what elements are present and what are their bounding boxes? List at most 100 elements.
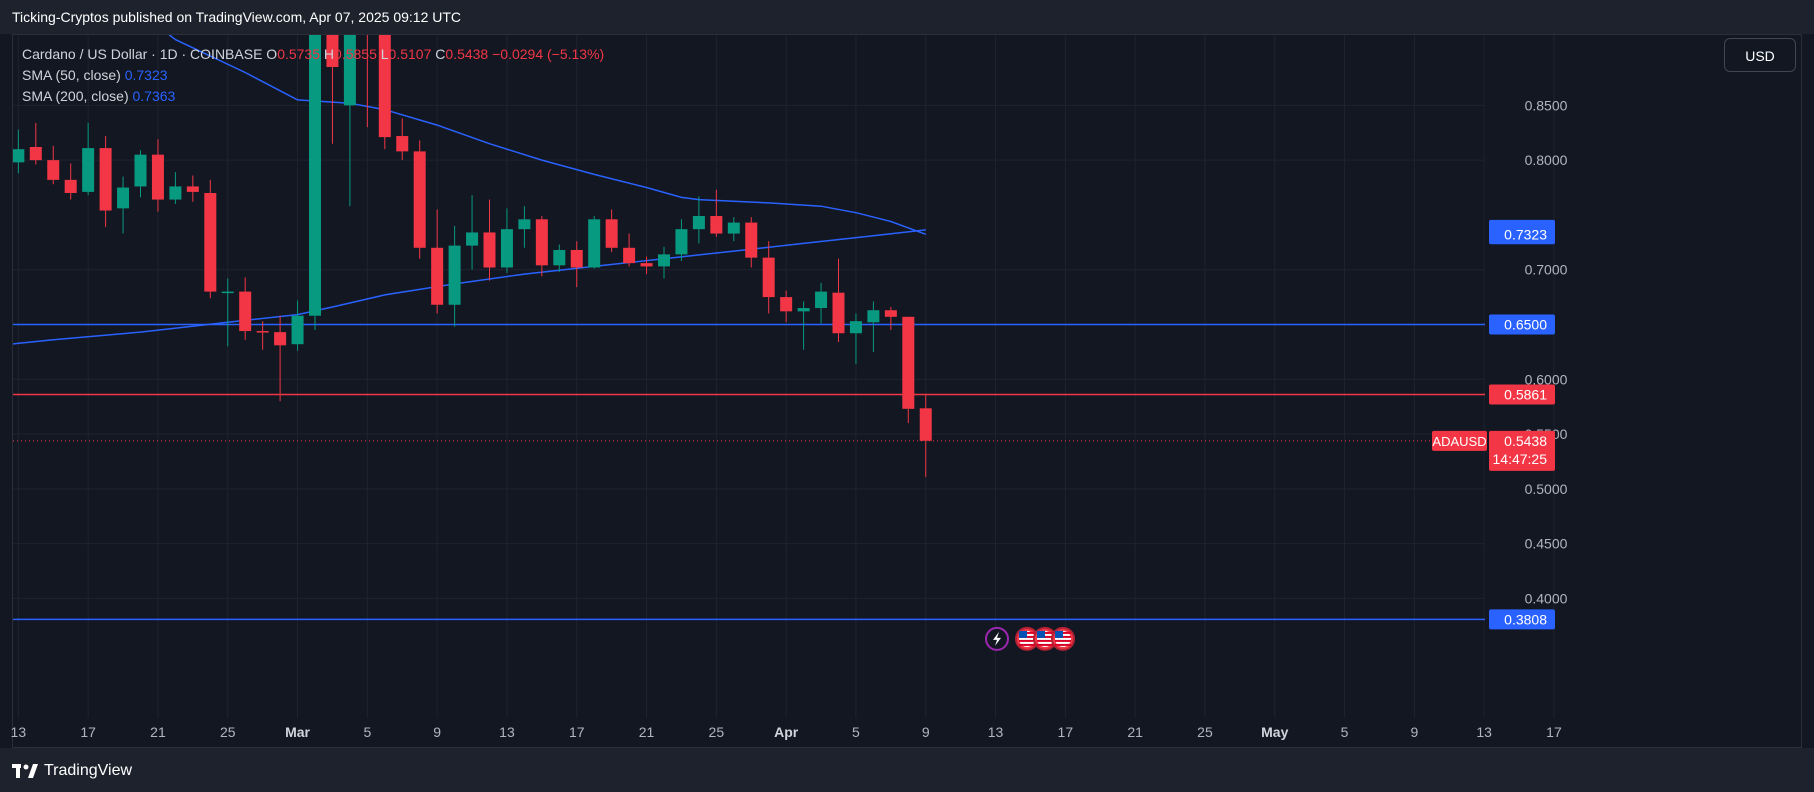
candle-down [274,315,287,402]
time-tick-label: Apr [774,724,799,740]
flag-canton [1055,630,1063,638]
last-price-label: 0.5438 [1504,433,1547,449]
candle-down [762,241,775,314]
time-tick-label: 5 [1341,724,1349,740]
candle-down [902,316,915,424]
sma-price-tag: 0.7323 [1489,224,1555,245]
candle-body [762,257,775,298]
candle-up [675,219,688,261]
support-line-0.3808-tag: 0.3808 [1489,609,1555,630]
time-tick-label: 17 [569,724,585,740]
candle-body [29,146,42,161]
symbol-title[interactable]: Cardano / US Dollar · 1D · COINBASE [22,46,263,62]
candle-down [99,136,112,227]
candle-body [867,310,880,323]
candle-down [919,395,932,478]
time-tick-label: 17 [1058,724,1074,740]
legend-symbol-row[interactable]: Cardano / US Dollar · 1D · COINBASE O0.5… [22,44,604,65]
price-tick-label: 0.8500 [1525,97,1568,113]
candle-body [186,186,199,192]
candle-body [483,232,496,268]
candle-body [239,291,252,332]
candle-body [151,154,164,200]
price-tick-label: 0.7000 [1525,262,1568,278]
resistance-line-0.5861-tag-bg [1489,384,1555,405]
candle-body [309,35,321,316]
candle-body [204,193,217,292]
candle-body [500,229,513,268]
time-tick-label: May [1261,724,1288,740]
ohlc-low-label: L [380,46,389,62]
candle-body [378,35,391,138]
sma50-value: 0.7323 [124,67,168,83]
ohlc-high-value: 0.5855 [334,46,377,62]
candle-body [902,316,915,409]
candle-up [849,313,862,364]
time-tick-label: 9 [433,724,441,740]
flag-stripe [1037,643,1053,646]
time-tick-label: 5 [852,724,860,740]
candle-body [675,229,688,255]
candle-up [692,196,705,244]
candle-down [745,217,758,268]
candle-down [396,118,409,161]
flag-stripe [1019,639,1035,642]
candle-body [431,247,444,305]
candle-down [29,122,42,165]
time-tick-label: 25 [220,724,236,740]
candle-body [99,148,112,211]
time-tick-label: 21 [150,724,166,740]
candle-down [204,179,217,299]
time-tick-label: 21 [639,724,655,740]
tradingview-brand[interactable]: TradingView [12,762,132,780]
candle-down [431,209,444,314]
sma50-label[interactable]: SMA (50, close) [22,67,121,83]
legend-sma50-row[interactable]: SMA (50, close) 0.7323 [22,65,604,86]
candle-up [291,300,304,351]
candle-body [361,1,373,6]
ohlc-close-label: C [435,46,446,62]
price-tick-label: 0.4000 [1525,590,1568,606]
candle-body [623,247,636,264]
footer-bar: TradingView [0,748,1814,792]
candle-body [0,161,7,185]
us-flag-event-icon[interactable] [1051,626,1075,651]
candle-body [727,222,740,234]
candle-up [221,278,234,347]
candle-body [343,35,356,106]
candle-body [553,249,566,266]
us-flag-event-icon[interactable] [1033,626,1057,651]
tradingview-logo-icon [12,764,38,778]
symbol-tag-label: ADAUSD [1432,434,1486,449]
time-tick-label: 9 [1410,724,1418,740]
candle-body [64,179,77,194]
symbol-tag: ADAUSD [1432,430,1487,451]
candle-down [623,233,636,267]
sma200-line [13,229,926,345]
currency-button[interactable]: USD [1724,38,1796,72]
candle-up [553,244,566,272]
legend-sma200-row[interactable]: SMA (200, close) 0.7363 [22,86,604,107]
time-tick-label: 17 [1546,724,1562,740]
published-header: Ticking-Cryptos published on TradingView… [0,0,1814,34]
candle-down [640,256,653,275]
time-tick-label: 9 [922,724,930,740]
sma200-label[interactable]: SMA (200, close) [22,88,129,104]
support-line-0.65-tag: 0.6500 [1489,314,1555,335]
candle-body [169,186,182,200]
resistance-line-0.5861-tag-label: 0.5861 [1504,386,1547,402]
candle-up [797,301,810,350]
support-line-0.65-tag-bg [1489,314,1555,335]
plot-area [0,1,1485,621]
resistance-line-0.5861-tag: 0.5861 [1489,384,1555,405]
us-flag-event-icon[interactable] [1015,626,1039,651]
candle-down [256,321,269,350]
last-price-tag: 0.5438 14:47:25 [1489,430,1555,471]
candle-up [867,301,880,352]
ohlc-low-value: 0.5107 [388,46,432,62]
candle-body [815,291,828,309]
candle-body [588,219,601,268]
candle-up [588,216,601,269]
candle-up [117,176,130,234]
